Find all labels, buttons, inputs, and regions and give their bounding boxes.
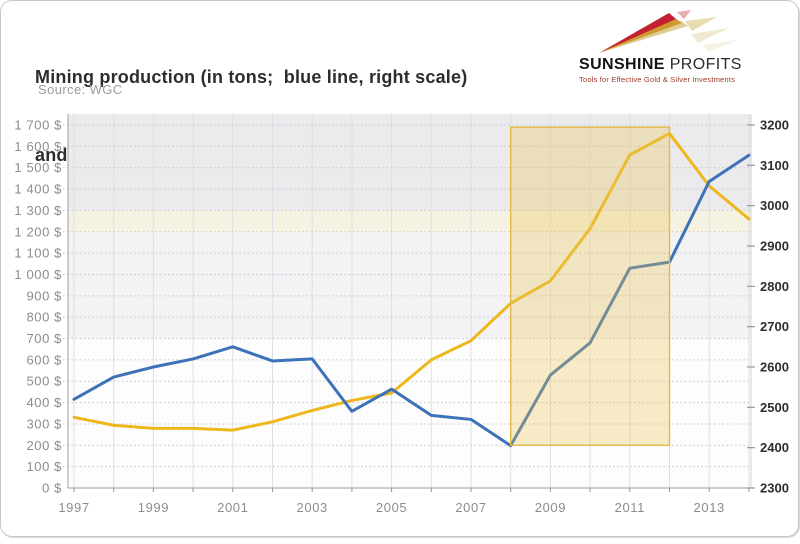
logo-name-profits: PROFITS: [664, 56, 742, 73]
svg-text:200 $: 200 $: [26, 438, 62, 453]
svg-text:1997: 1997: [58, 500, 89, 515]
mining-production-line: [72, 153, 751, 448]
svg-text:2400: 2400: [760, 440, 789, 455]
svg-text:2005: 2005: [376, 500, 407, 515]
left-axis-labels: 0 $ 100 $ 200 $ 300 $ 400 $ 500 $ 600 $ 700 $ 80…: [14, 118, 62, 496]
svg-text:3100: 3100: [760, 158, 789, 173]
svg-text:700 $: 700 $: [26, 331, 62, 346]
horizontal-gridlines: [63, 124, 751, 468]
logo-name-sunshine: SUNSHINE: [579, 56, 665, 73]
background-bands: [68, 114, 751, 488]
svg-text:900 $: 900 $: [26, 288, 62, 303]
svg-text:2009: 2009: [535, 500, 566, 515]
svg-text:2900: 2900: [760, 239, 789, 254]
svg-text:800 $: 800 $: [26, 310, 62, 325]
gold-price-line: [72, 132, 751, 432]
svg-text:0 $: 0 $: [42, 481, 62, 496]
svg-text:1 200 $: 1 200 $: [14, 224, 62, 239]
svg-text:100 $: 100 $: [26, 459, 62, 474]
x-axis-labels: 1997 1999 2001 2003 2005 2007 2009 2011 2013: [58, 500, 725, 515]
logo-name: SUNSHINE PROFITS: [579, 56, 749, 74]
svg-text:2003: 2003: [297, 500, 328, 515]
svg-text:1 000 $: 1 000 $: [14, 267, 62, 282]
svg-text:3000: 3000: [760, 198, 789, 213]
svg-text:3200: 3200: [760, 118, 789, 133]
svg-text:2700: 2700: [760, 319, 789, 334]
axes: [67, 114, 755, 492]
svg-text:1999: 1999: [138, 500, 169, 515]
svg-text:1 600 $: 1 600 $: [14, 139, 62, 154]
svg-text:1 400 $: 1 400 $: [14, 182, 62, 197]
svg-text:1 100 $: 1 100 $: [14, 246, 62, 261]
svg-text:500 $: 500 $: [26, 374, 62, 389]
chart-title-line1: Mining production (in tons; blue line, r…: [35, 67, 468, 88]
svg-text:2007: 2007: [455, 500, 486, 515]
highlight-region-2008-2012: [510, 126, 671, 446]
svg-text:1 700 $: 1 700 $: [14, 118, 62, 133]
svg-text:2001: 2001: [217, 500, 248, 515]
right-axis-labels: 2300 2400 2500 2600 2700 2800 2900 3000 3100 3200: [760, 118, 789, 496]
svg-text:2600: 2600: [760, 360, 789, 375]
svg-text:2013: 2013: [694, 500, 725, 515]
svg-text:2300: 2300: [760, 481, 789, 496]
svg-text:1 300 $: 1 300 $: [14, 203, 62, 218]
svg-text:600 $: 600 $: [26, 352, 62, 367]
svg-text:2500: 2500: [760, 400, 789, 415]
sunshine-profits-logo: SUNSHINE PROFITS Tools for Effective Gol…: [579, 9, 749, 84]
source-label: Source: WGC: [38, 82, 123, 97]
logo-tagline: Tools for Effective Gold & Silver Invest…: [579, 75, 736, 84]
logo-rays-icon: [599, 10, 737, 53]
svg-text:2800: 2800: [760, 279, 789, 294]
svg-text:1 500 $: 1 500 $: [14, 160, 62, 175]
svg-text:400 $: 400 $: [26, 395, 62, 410]
svg-text:2011: 2011: [615, 500, 645, 515]
svg-text:300 $: 300 $: [26, 416, 62, 431]
